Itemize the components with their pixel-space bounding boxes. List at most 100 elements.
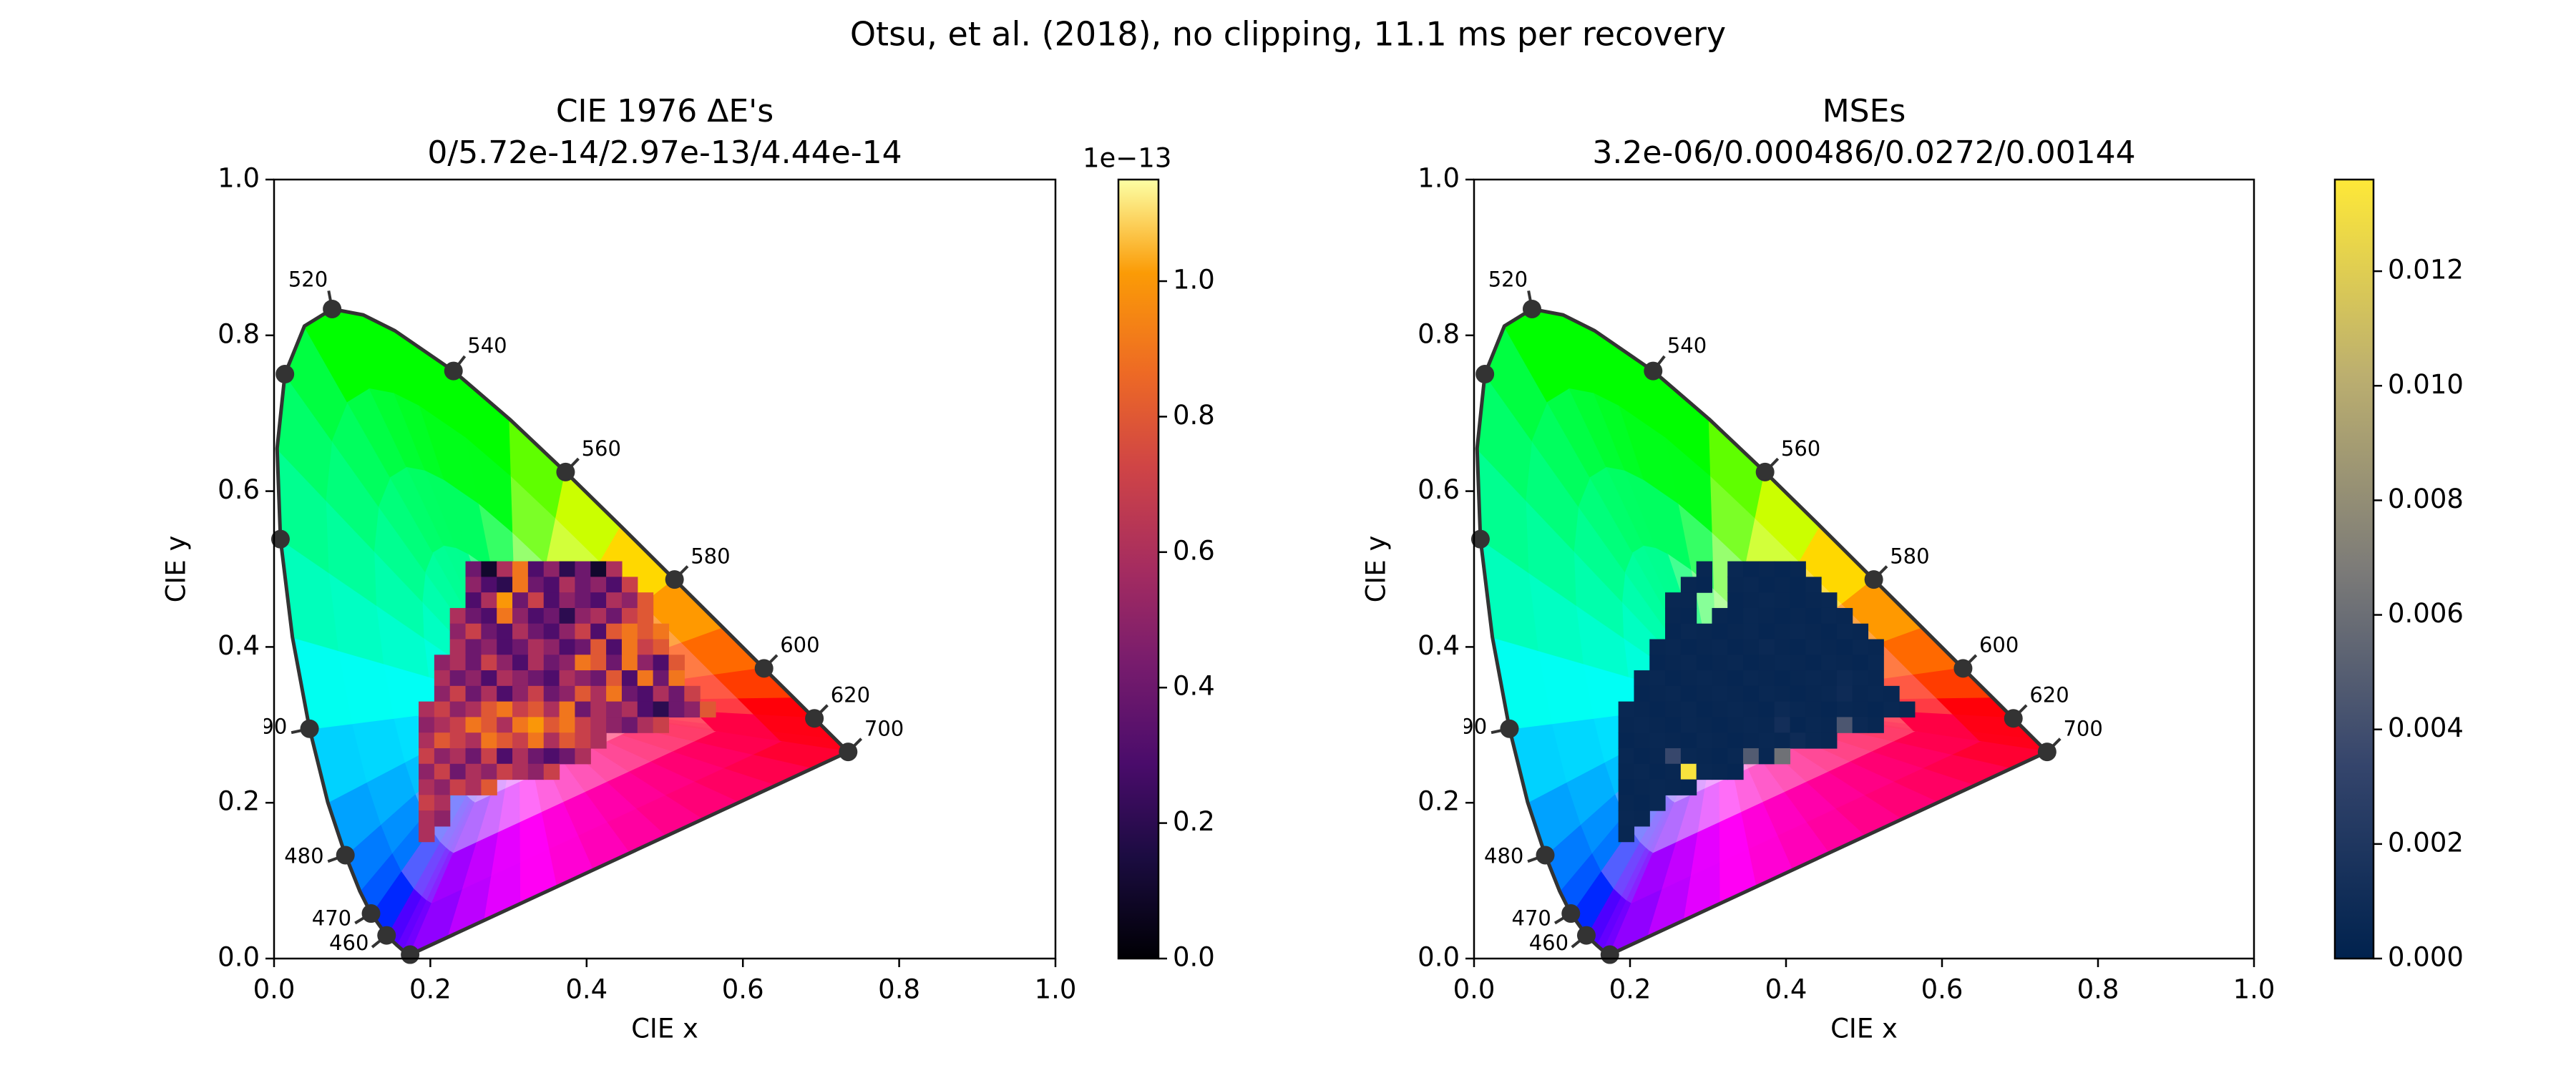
heatmap-cell — [575, 623, 591, 640]
wavelength-marker — [556, 462, 575, 481]
heatmap-cell — [621, 577, 638, 593]
heatmap-cell — [1618, 717, 1635, 733]
wavelength-marker — [1522, 299, 1541, 318]
heatmap-cell — [512, 592, 529, 609]
colorbar-tick-label: 0.000 — [2388, 942, 2464, 973]
heatmap-cell — [449, 670, 467, 687]
heatmap-cell — [512, 685, 529, 702]
wavelength-label: 700 — [2063, 716, 2102, 740]
heatmap-cell — [1805, 639, 1822, 655]
y-tick-label: 0.8 — [218, 318, 260, 349]
heatmap-cell — [1805, 655, 1822, 671]
heatmap-cell — [606, 701, 623, 718]
heatmap-cell — [1790, 592, 1806, 609]
heatmap-cell — [1634, 733, 1650, 749]
heatmap-cell — [419, 748, 435, 765]
wavelength-marker — [275, 365, 295, 384]
heatmap-cell — [497, 592, 513, 609]
colorbar-tick-label: 0.010 — [2388, 369, 2464, 400]
heatmap-cell — [1665, 748, 1682, 765]
x-tick-label: 1.0 — [2233, 974, 2275, 1005]
heatmap-cell — [1805, 670, 1822, 687]
heatmap-cell — [1634, 795, 1650, 811]
heatmap-cell — [497, 717, 513, 733]
heatmap-cell — [512, 717, 529, 733]
heatmap-cell — [1852, 623, 1869, 640]
heatmap-cell — [497, 685, 513, 702]
x-tick-label: 0.4 — [565, 974, 608, 1005]
heatmap-cell — [1821, 733, 1838, 749]
heatmap-cell — [1696, 763, 1713, 780]
heatmap-cell — [637, 623, 654, 640]
heatmap-cell — [1649, 795, 1666, 811]
heatmap-cell — [590, 655, 607, 671]
heatmap-cell — [449, 733, 467, 749]
wavelength-label: 490 — [248, 714, 287, 738]
heatmap-cell — [1758, 670, 1775, 687]
heatmap-cell — [543, 748, 560, 765]
heatmap-cell — [1758, 717, 1775, 733]
heatmap-cell — [527, 623, 545, 640]
heatmap-cell — [1805, 685, 1822, 702]
heatmap-cell — [465, 607, 482, 624]
heatmap-cell — [543, 607, 560, 624]
heatmap-cell — [449, 685, 467, 702]
heatmap-cell — [465, 577, 482, 593]
y-tick-label: 0.8 — [1418, 318, 1460, 349]
wavelength-marker — [323, 299, 342, 318]
heatmap-cell — [1743, 748, 1760, 765]
heatmap-cell — [606, 561, 623, 577]
heatmap-cell — [1649, 717, 1666, 733]
heatmap-cell — [465, 670, 482, 687]
heatmap-cell — [590, 701, 607, 718]
heatmap-cell — [1868, 670, 1884, 687]
heatmap-cell — [1618, 779, 1635, 795]
heatmap-cell — [527, 685, 545, 702]
heatmap-cell — [606, 670, 623, 687]
axes-title: CIE 1976 ΔE's — [556, 93, 774, 129]
heatmap-cell — [1618, 701, 1635, 718]
heatmap-cell — [1743, 592, 1760, 609]
heatmap-cell — [449, 639, 467, 655]
heatmap-cell — [1727, 577, 1744, 593]
heatmap-cell — [481, 607, 497, 624]
heatmap-cell — [497, 733, 513, 749]
heatmap-cell — [481, 733, 497, 749]
y-tick-label: 0.6 — [1418, 474, 1460, 505]
heatmap-cell — [481, 592, 497, 609]
heatmap-cell — [1774, 623, 1791, 640]
y-tick-label: 0.4 — [1418, 630, 1460, 661]
wavelength-marker — [2004, 709, 2023, 728]
heatmap-cell — [1868, 685, 1884, 702]
colorbar-tick-label: 0.6 — [1173, 535, 1215, 566]
y-axis-label: CIE y — [161, 536, 192, 603]
heatmap-cell — [1758, 685, 1775, 702]
heatmap-cell — [1649, 639, 1666, 655]
heatmap-cell — [1790, 733, 1806, 749]
heatmap-cell — [1743, 733, 1760, 749]
heatmap-cell — [465, 717, 482, 733]
wavelength-label: 560 — [1781, 436, 1820, 461]
heatmap-cell — [1774, 639, 1791, 655]
heatmap-cell — [434, 779, 451, 795]
heatmap-cell — [1758, 607, 1775, 624]
heatmap-cell — [1649, 748, 1666, 765]
x-tick-label: 0.8 — [2077, 974, 2119, 1005]
heatmap-cell — [1680, 733, 1697, 749]
heatmap-cell — [1743, 639, 1760, 655]
heatmap-cell — [481, 655, 497, 671]
heatmap-cell — [1774, 561, 1791, 577]
wavelength-marker — [665, 570, 684, 589]
heatmap-cell — [1805, 592, 1822, 609]
wavelength-marker — [805, 709, 824, 728]
wavelength-marker — [336, 846, 355, 865]
heatmap-cell — [1712, 670, 1728, 687]
heatmap-cell — [481, 685, 497, 702]
heatmap-cell — [465, 763, 482, 780]
heatmap-cell — [481, 701, 497, 718]
heatmap-cell — [559, 685, 576, 702]
heatmap-cell — [575, 685, 591, 702]
heatmap-cell — [1821, 655, 1838, 671]
heatmap-cell — [1680, 748, 1697, 765]
